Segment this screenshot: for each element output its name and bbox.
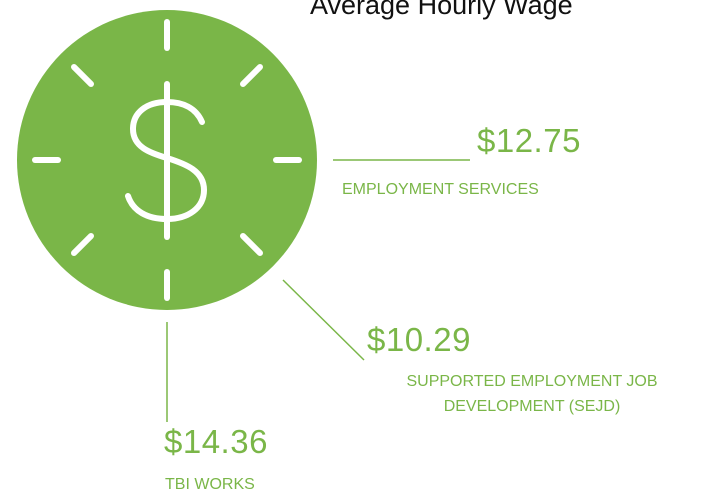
wage-label: EMPLOYMENT SERVICES: [342, 181, 539, 198]
title: Average Hourly Wage: [310, 0, 573, 20]
wage-label: DEVELOPMENT (SEJD): [444, 398, 621, 415]
wage-value: $14.36: [164, 423, 268, 460]
wage-label: TBI WORKS: [165, 476, 255, 493]
leader-line: [282, 279, 365, 361]
dollar-icon: [125, 81, 208, 240]
wage-value: $12.75: [477, 122, 581, 159]
wage-value: $10.29: [367, 321, 471, 358]
clock-ticks: [32, 19, 302, 301]
wage-label: SUPPORTED EMPLOYMENT JOB: [406, 373, 657, 390]
